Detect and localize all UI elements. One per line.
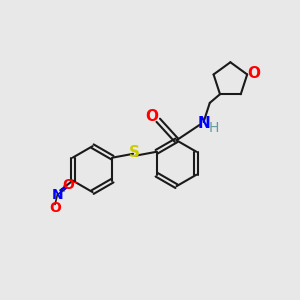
Text: +: +: [59, 184, 67, 194]
Text: H: H: [209, 121, 219, 135]
Text: O: O: [145, 109, 158, 124]
Text: -: -: [73, 176, 77, 190]
Text: O: O: [49, 201, 61, 215]
Text: O: O: [63, 178, 74, 192]
Text: N: N: [52, 188, 63, 202]
Text: O: O: [247, 66, 260, 81]
Text: N: N: [197, 116, 210, 131]
Text: S: S: [129, 146, 140, 160]
